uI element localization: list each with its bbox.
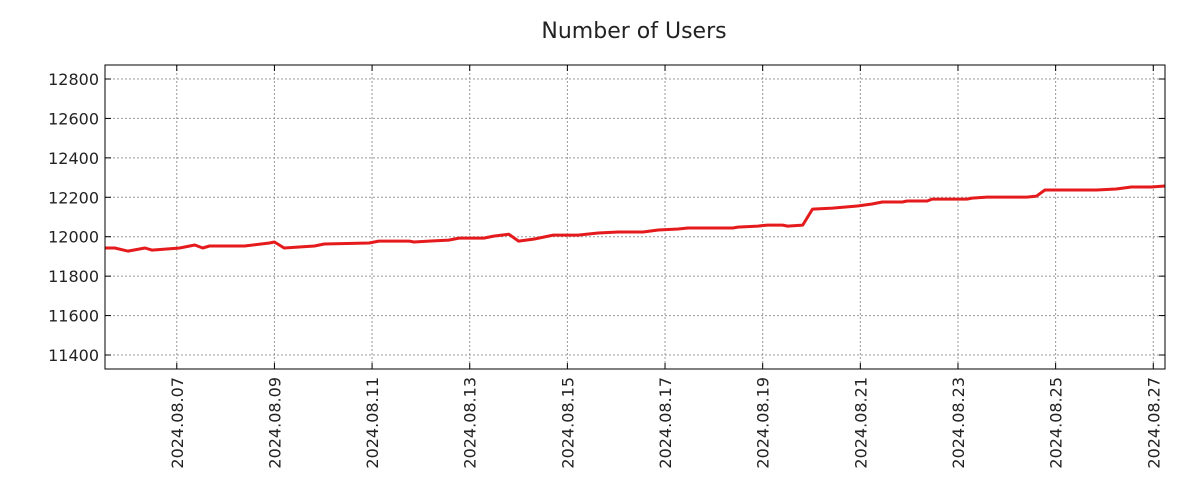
- x-tick-label: 2024.08.19: [754, 377, 773, 469]
- y-tick-label: 11400: [48, 346, 99, 365]
- x-tick-label: 2024.08.21: [851, 377, 870, 469]
- chart-title: Number of Users: [541, 19, 726, 44]
- x-tick-label: 2024.08.25: [1047, 377, 1066, 469]
- x-tick-label: 2024.08.07: [168, 377, 187, 469]
- y-tick-label: 11800: [48, 267, 99, 286]
- x-tick-label: 2024.08.23: [949, 377, 968, 469]
- y-tick-label: 12200: [48, 188, 99, 207]
- x-tick-label: 2024.08.09: [265, 377, 284, 469]
- x-tick-label: 2024.08.11: [363, 377, 382, 469]
- y-tick-label: 12400: [48, 149, 99, 168]
- series: [105, 184, 1166, 253]
- x-tick-label: 2024.08.15: [558, 377, 577, 469]
- x-tick-label: 2024.08.17: [656, 377, 675, 469]
- plot-frame: [104, 64, 1166, 370]
- x-tick-label: 2024.08.13: [461, 377, 480, 469]
- grid: [105, 65, 1165, 369]
- y-tick-label: 12800: [48, 70, 99, 89]
- axes: 11400 11600 11800 12000 12200 12400 12600 12800…: [48, 65, 1165, 469]
- y-tick-label: 12000: [48, 228, 99, 247]
- series-line: [105, 184, 1166, 253]
- y-tick-label: 11600: [48, 307, 99, 326]
- x-tick-label: 2024.08.27: [1144, 377, 1163, 469]
- y-tick-label: 12600: [48, 109, 99, 128]
